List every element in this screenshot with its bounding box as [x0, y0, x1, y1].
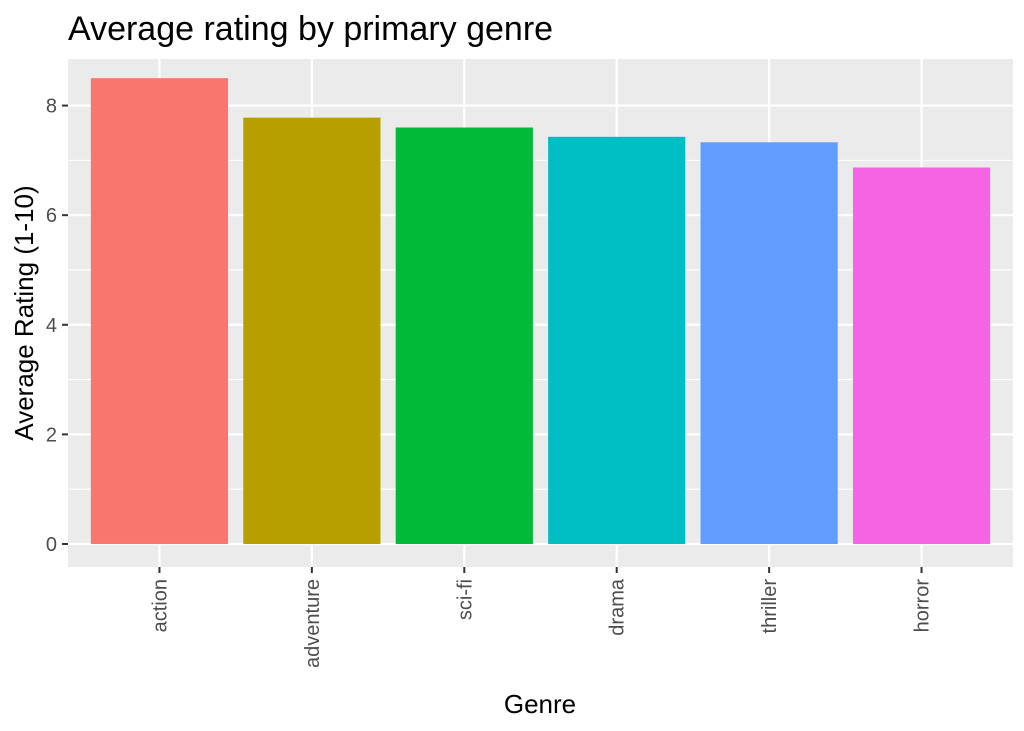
y-tick-label: 0 [46, 534, 57, 556]
bar-adventure [243, 117, 381, 544]
bar-horror [852, 167, 991, 544]
x-tick-label: thriller [759, 579, 781, 634]
bar-drama [548, 136, 686, 544]
x-axis: action adventure sci-fi drama thriller horror [149, 567, 934, 668]
bar-sci-fi [395, 127, 533, 544]
y-axis: 0 2 4 6 8 [46, 96, 68, 556]
y-tick-label: 2 [46, 424, 57, 446]
x-tick-label: drama [607, 578, 629, 636]
bar-action [90, 78, 229, 544]
bar-thriller [700, 142, 838, 544]
y-axis-title: Average Rating (1-10) [9, 185, 39, 440]
x-tick-label: horror [912, 579, 934, 633]
x-tick-label: action [149, 579, 171, 632]
y-tick-label: 4 [46, 315, 57, 337]
y-tick-label: 6 [46, 205, 57, 227]
x-tick-label: sci-fi [454, 579, 476, 620]
bars [90, 78, 991, 544]
chart-title: Average rating by primary genre [68, 10, 553, 48]
y-tick-label: 8 [46, 96, 57, 118]
x-tick-label: adventure [302, 579, 324, 668]
x-axis-title: Genre [504, 689, 576, 719]
